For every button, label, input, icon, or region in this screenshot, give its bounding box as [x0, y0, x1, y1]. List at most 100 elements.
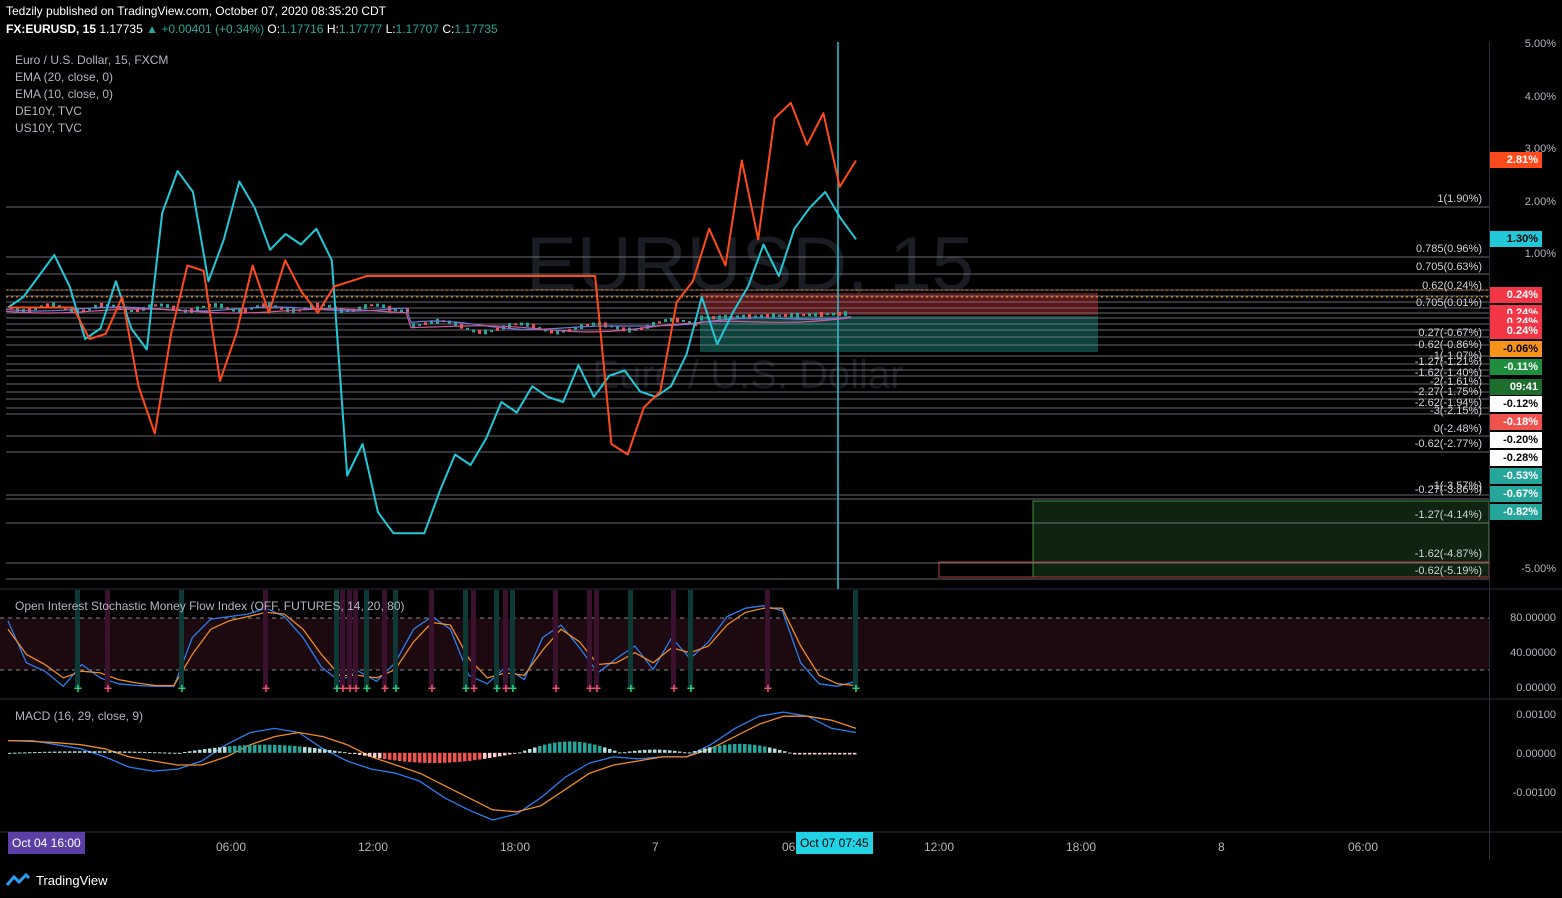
candle[interactable] — [760, 314, 763, 318]
candle[interactable] — [400, 309, 403, 313]
tradingview-footer[interactable]: TradingView — [6, 870, 108, 890]
candle[interactable] — [718, 315, 721, 320]
candle[interactable] — [544, 328, 547, 332]
candle[interactable] — [52, 302, 55, 308]
candle[interactable] — [238, 308, 241, 313]
candle[interactable] — [796, 312, 799, 318]
candle[interactable] — [700, 315, 703, 321]
target-box[interactable] — [1032, 500, 1490, 578]
candle[interactable] — [34, 308, 37, 311]
candle[interactable] — [688, 321, 691, 325]
candle[interactable] — [292, 308, 295, 314]
candle[interactable] — [814, 312, 817, 317]
supply-zone[interactable] — [700, 293, 1098, 315]
candle[interactable] — [364, 304, 367, 310]
candle[interactable] — [112, 304, 115, 308]
candle[interactable] — [724, 314, 727, 320]
candle[interactable] — [256, 305, 259, 309]
candle[interactable] — [88, 307, 91, 311]
candle[interactable] — [778, 314, 781, 317]
candle[interactable] — [262, 303, 265, 308]
candle[interactable] — [790, 313, 793, 318]
candle[interactable] — [226, 307, 229, 310]
candle[interactable] — [652, 322, 655, 328]
candle[interactable] — [772, 313, 775, 319]
candle[interactable] — [202, 305, 205, 308]
candle[interactable] — [376, 303, 379, 307]
candle[interactable] — [412, 323, 415, 329]
candle[interactable] — [520, 322, 523, 326]
candle[interactable] — [136, 309, 139, 313]
candle[interactable] — [784, 313, 787, 317]
candle[interactable] — [316, 302, 319, 308]
candle[interactable] — [844, 311, 847, 317]
candle[interactable] — [466, 327, 469, 330]
candle[interactable] — [244, 307, 247, 313]
candle[interactable] — [664, 319, 667, 323]
candle[interactable] — [454, 321, 457, 326]
us10y-line[interactable] — [7, 170, 857, 535]
price-axis[interactable] — [1489, 42, 1562, 860]
candle[interactable] — [220, 303, 223, 309]
candle[interactable] — [328, 304, 331, 308]
candle[interactable] — [592, 322, 595, 326]
candle[interactable] — [820, 311, 823, 317]
candle[interactable] — [742, 314, 745, 319]
candle[interactable] — [148, 304, 151, 310]
candle[interactable] — [706, 316, 709, 319]
candle[interactable] — [604, 322, 607, 328]
candle[interactable] — [472, 329, 475, 333]
candle[interactable] — [658, 321, 661, 324]
candle[interactable] — [100, 302, 103, 308]
candle[interactable] — [358, 306, 361, 311]
candle[interactable] — [478, 329, 481, 334]
candle[interactable] — [166, 304, 169, 309]
de10y-line[interactable] — [8, 101, 857, 456]
candle[interactable] — [526, 322, 529, 327]
candle[interactable] — [490, 329, 493, 332]
candle[interactable] — [508, 323, 511, 329]
candle[interactable] — [670, 317, 673, 322]
candle[interactable] — [310, 304, 313, 309]
candle[interactable] — [676, 317, 679, 323]
candle[interactable] — [250, 307, 253, 310]
candle[interactable] — [748, 314, 751, 320]
candle[interactable] — [406, 308, 409, 313]
candle[interactable] — [640, 327, 643, 331]
candle[interactable] — [754, 315, 757, 318]
candle[interactable] — [46, 303, 49, 308]
candle[interactable] — [634, 328, 637, 331]
candle[interactable] — [556, 329, 559, 335]
candle[interactable] — [568, 328, 571, 332]
candle[interactable] — [484, 329, 487, 335]
candle[interactable] — [388, 305, 391, 311]
candle[interactable] — [340, 307, 343, 313]
candle[interactable] — [214, 303, 217, 308]
candle[interactable] — [130, 309, 133, 312]
candle[interactable] — [172, 305, 175, 311]
candle[interactable] — [574, 326, 577, 331]
candle[interactable] — [430, 320, 433, 325]
candle[interactable] — [424, 322, 427, 326]
candle[interactable] — [586, 323, 589, 326]
candle[interactable] — [232, 308, 235, 312]
candle[interactable] — [82, 309, 85, 312]
candle[interactable] — [418, 323, 421, 326]
candle[interactable] — [736, 315, 739, 319]
candle[interactable] — [766, 314, 769, 319]
candle[interactable] — [538, 327, 541, 330]
candle[interactable] — [394, 309, 397, 312]
candle[interactable] — [622, 327, 625, 332]
candle[interactable] — [58, 305, 61, 308]
candle[interactable] — [280, 306, 283, 310]
candle[interactable] — [562, 330, 565, 333]
candle[interactable] — [682, 319, 685, 322]
candle[interactable] — [838, 311, 841, 316]
candle[interactable] — [160, 303, 163, 307]
candle[interactable] — [370, 304, 373, 307]
candle[interactable] — [94, 304, 97, 309]
candle[interactable] — [616, 326, 619, 330]
candle[interactable] — [808, 313, 811, 317]
candle[interactable] — [532, 323, 535, 329]
